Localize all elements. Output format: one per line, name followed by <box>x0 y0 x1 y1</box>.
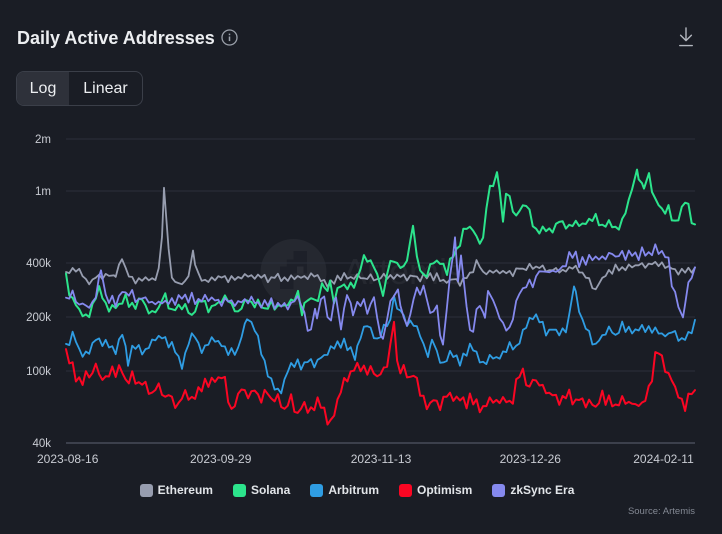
svg-text:2023-09-29: 2023-09-29 <box>190 452 252 466</box>
svg-text:40k: 40k <box>32 438 51 450</box>
svg-text:200k: 200k <box>26 312 51 324</box>
svg-text:1m: 1m <box>35 186 51 198</box>
svg-text:2024-02-11: 2024-02-11 <box>633 452 694 466</box>
svg-text:2023-11-13: 2023-11-13 <box>351 452 412 466</box>
svg-text:2023-12-26: 2023-12-26 <box>500 452 562 466</box>
svg-text:100k: 100k <box>26 366 51 378</box>
svg-text:2023-08-16: 2023-08-16 <box>37 452 99 466</box>
svg-text:400k: 400k <box>26 258 51 270</box>
svg-text:2m: 2m <box>35 134 51 146</box>
